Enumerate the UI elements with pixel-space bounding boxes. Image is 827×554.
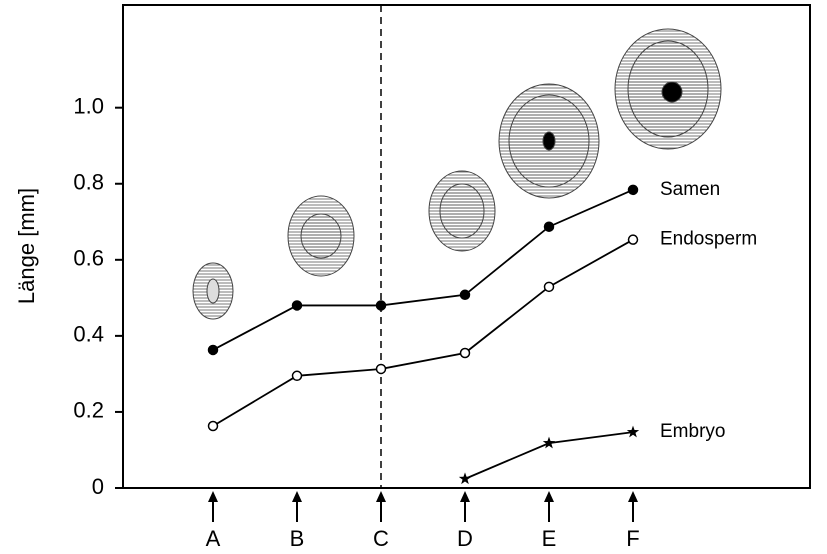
category-arrow-head [208, 491, 218, 502]
point [545, 222, 554, 231]
x-tick-label: C [373, 526, 389, 551]
y-tick-label: 1.0 [73, 93, 104, 118]
category-arrow-head [628, 491, 638, 502]
point [209, 345, 218, 354]
series-line [213, 190, 633, 350]
point [461, 290, 470, 299]
x-tick-label: D [457, 526, 473, 551]
y-tick-label: 0.2 [73, 398, 104, 423]
point [543, 437, 555, 449]
y-tick-label: 0.4 [73, 322, 104, 347]
point [293, 371, 302, 380]
point [377, 364, 386, 373]
legend-label: Embryo [660, 421, 725, 442]
point [293, 301, 302, 310]
category-arrow-head [544, 491, 554, 502]
y-tick-label: 0.8 [73, 170, 104, 195]
seed-illustrations [193, 29, 721, 319]
chart: Länge [mm] 0 0.2 0.4 0.6 0.8 1.0 A B C D E F Samen En… [0, 0, 827, 554]
legend-label: Endosperm [660, 229, 757, 250]
category-arrow-head [292, 491, 302, 502]
x-tick-label: A [206, 526, 221, 551]
point [629, 235, 638, 244]
series-line [213, 240, 633, 426]
x-tick-label: B [290, 526, 305, 551]
category-arrow-head [376, 491, 386, 502]
y-axis-label: Länge [mm] [14, 188, 39, 304]
x-tick-label: F [626, 526, 639, 551]
y-tick-label: 0.6 [73, 246, 104, 271]
point [459, 472, 471, 484]
y-tick-label: 0 [92, 474, 104, 499]
point [545, 282, 554, 291]
category-arrow-head [460, 491, 470, 502]
point [461, 348, 470, 357]
point [377, 301, 386, 310]
point [627, 426, 639, 438]
point [209, 422, 218, 431]
point [629, 185, 638, 194]
legend-label: Samen [660, 179, 720, 200]
x-tick-label: E [542, 526, 557, 551]
